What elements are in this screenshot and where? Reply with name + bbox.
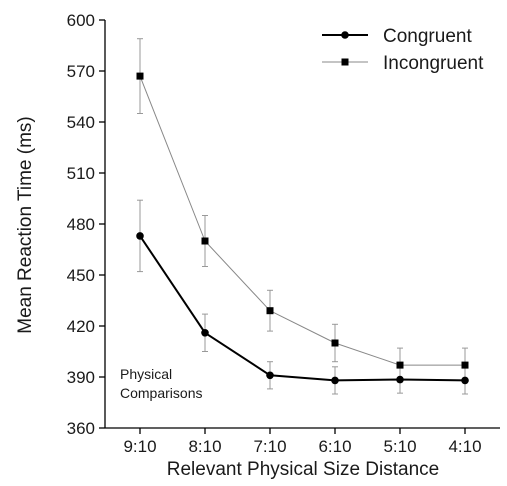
data-point-congruent: [396, 375, 404, 384]
y-tick-label: 570: [67, 62, 95, 81]
x-tick-label: 6:10: [318, 437, 351, 456]
y-tick-label: 420: [67, 317, 95, 336]
data-point-congruent: [461, 376, 469, 385]
y-tick-label: 480: [67, 215, 95, 234]
data-point-incongruent: [461, 361, 469, 369]
x-axis-title: Relevant Physical Size Distance: [167, 459, 439, 480]
series-markers: [136, 72, 469, 385]
y-axis-title: Mean Reaction Time (ms): [15, 116, 36, 334]
annotation-line-1: Physical: [120, 366, 172, 382]
data-point-congruent: [201, 329, 209, 337]
data-point-congruent: [266, 371, 274, 380]
y-tick-label: 510: [67, 164, 95, 183]
data-point-incongruent: [331, 339, 339, 347]
error-bars: [137, 38, 468, 395]
y-ticks: 360 390 420 450 480 510 540 570 600: [67, 11, 105, 438]
x-tick-label: 8:10: [188, 437, 221, 456]
data-point-congruent: [136, 232, 144, 240]
series-line-congruent: [139, 235, 466, 382]
x-tick-label: 7:10: [253, 437, 286, 456]
x-tick-label: 9:10: [123, 437, 156, 456]
y-tick-label: 390: [67, 368, 95, 387]
series-lines: [139, 75, 466, 382]
legend-label-congruent: Congruent: [383, 26, 472, 47]
legend-label-incongruent: Incongruent: [383, 53, 484, 74]
x-ticks: 9:10 8:10 7:10 6:10 5:10 4:10: [123, 428, 482, 456]
y-tick-label: 600: [67, 11, 95, 30]
x-tick-label: 4:10: [448, 437, 481, 456]
data-point-incongruent: [266, 307, 274, 315]
legend: Congruent Incongruent: [322, 26, 484, 74]
y-tick-label: 450: [67, 266, 95, 285]
data-point-incongruent: [201, 237, 209, 245]
y-tick-label: 540: [67, 113, 95, 132]
legend-marker-circle: [341, 31, 349, 39]
y-tick-label: 360: [67, 419, 95, 438]
legend-marker-square: [341, 58, 349, 66]
x-tick-label: 5:10: [383, 437, 416, 456]
data-point-incongruent: [136, 72, 144, 80]
data-point-incongruent: [396, 361, 404, 369]
annotation-line-2: Comparisons: [120, 385, 202, 401]
data-point-congruent: [331, 376, 339, 385]
series-line-incongruent: [139, 75, 465, 366]
